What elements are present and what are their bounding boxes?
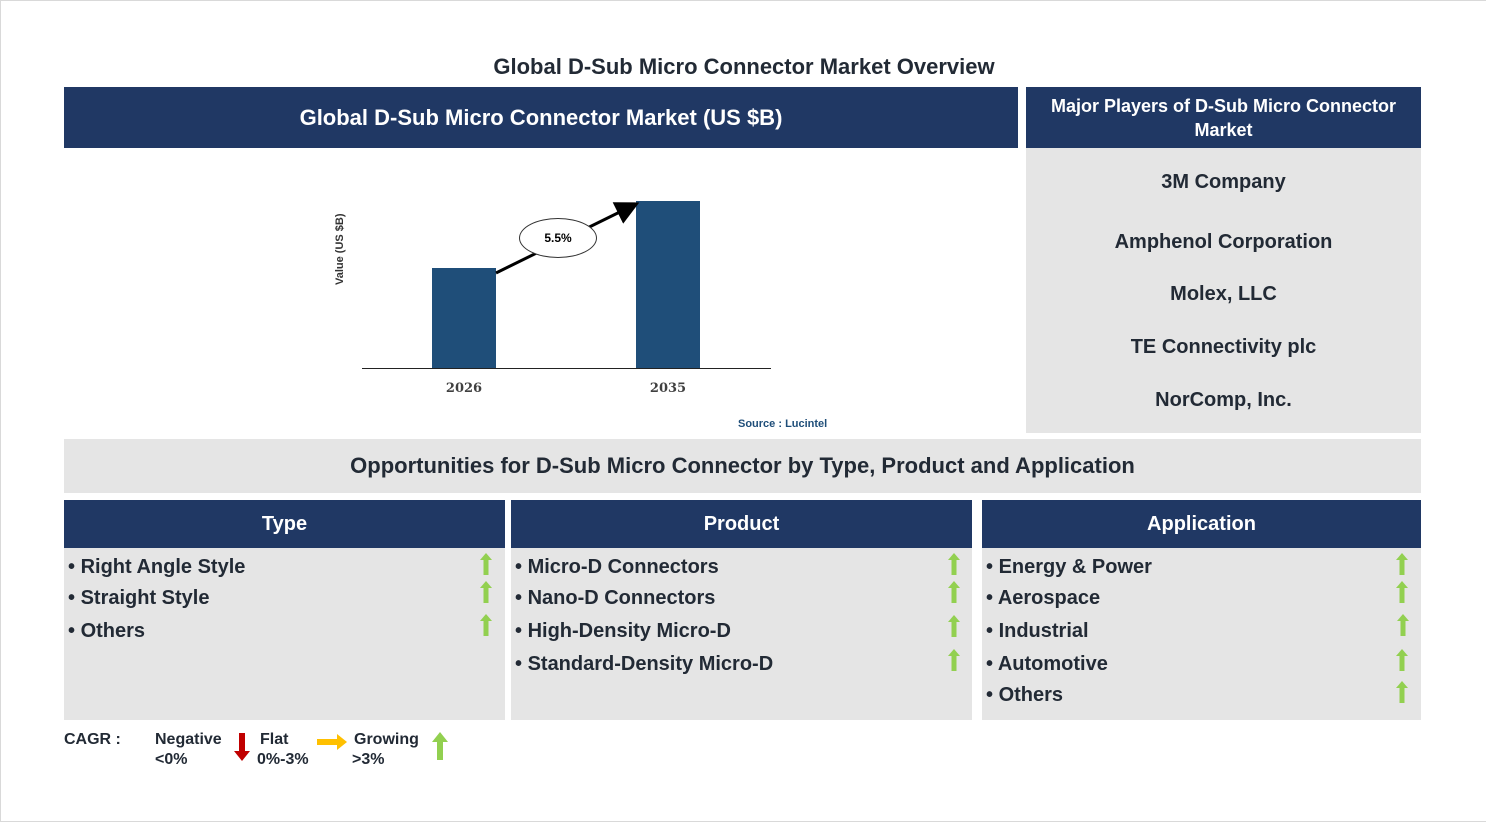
application-column-list: • Energy & Power • Aerospace • Industria… <box>982 548 1421 720</box>
player-item: Amphenol Corporation <box>1114 231 1333 253</box>
player-item: NorComp, Inc. <box>1155 389 1292 411</box>
up-arrow-icon <box>948 553 960 575</box>
y-axis-label: Value (US $B) <box>334 213 346 285</box>
type-column-header: Type <box>64 500 505 548</box>
player-item: Molex, LLC <box>1170 283 1277 305</box>
up-arrow-icon <box>1396 681 1408 703</box>
down-arrow-icon <box>234 733 250 761</box>
legend-negative: Negative <0% <box>155 731 222 768</box>
application-item: • Others <box>986 684 1064 706</box>
x-tick-2035: 2035 <box>649 381 687 396</box>
product-column-header: Product <box>511 500 972 548</box>
product-item: • High-Density Micro-D <box>515 620 731 642</box>
up-arrow-icon <box>948 649 960 671</box>
product-item: • Standard-Density Micro-D <box>515 653 774 675</box>
up-arrow-icon <box>1396 553 1408 575</box>
up-arrow-icon <box>948 615 960 637</box>
bar-2026 <box>432 268 496 368</box>
page-title: Global D-Sub Micro Connector Market Over… <box>493 54 995 79</box>
type-item: • Right Angle Style <box>68 556 246 578</box>
x-axis-line <box>362 368 771 369</box>
market-panel-header: Global D-Sub Micro Connector Market (US … <box>64 87 1018 148</box>
players-list: 3M Company Amphenol Corporation Molex, L… <box>1026 148 1421 433</box>
type-column-list: • Right Angle Style • Straight Style • O… <box>64 548 505 720</box>
legend-label: CAGR : <box>64 731 121 748</box>
cagr-label: 5.5% <box>519 218 597 258</box>
legend-growing: Growing >3% <box>352 731 419 768</box>
type-item: • Straight Style <box>68 587 210 609</box>
application-column-header: Application <box>982 500 1421 548</box>
application-item: • Aerospace <box>986 587 1101 609</box>
opportunities-title: Opportunities for D-Sub Micro Connector … <box>64 439 1421 493</box>
source-note: Source : Lucintel <box>738 418 828 430</box>
application-item: • Energy & Power <box>986 556 1152 578</box>
up-arrow-icon <box>1397 614 1409 636</box>
type-item: • Others <box>68 620 146 642</box>
players-panel-header: Major Players of D-Sub Micro Connector M… <box>1026 87 1421 148</box>
up-arrow-icon <box>480 614 492 636</box>
application-item: • Industrial <box>986 620 1089 642</box>
player-item: 3M Company <box>1161 171 1286 193</box>
product-item: • Nano-D Connectors <box>515 587 716 609</box>
up-arrow-icon <box>1396 649 1408 671</box>
legend-flat: Flat 0%-3% <box>257 731 309 768</box>
product-column-list: • Micro-D Connectors • Nano-D Connectors… <box>511 548 972 720</box>
up-arrow-icon <box>480 581 492 603</box>
up-arrow-icon <box>1396 581 1408 603</box>
application-item: • Automotive <box>986 653 1108 675</box>
product-item: • Micro-D Connectors <box>515 556 719 578</box>
up-arrow-icon <box>948 581 960 603</box>
up-arrow-icon <box>480 553 492 575</box>
right-arrow-icon <box>317 734 347 750</box>
x-tick-2026: 2026 <box>445 381 483 396</box>
up-arrow-icon <box>432 732 448 760</box>
player-item: TE Connectivity plc <box>1130 336 1317 358</box>
bar-2035 <box>636 201 700 368</box>
